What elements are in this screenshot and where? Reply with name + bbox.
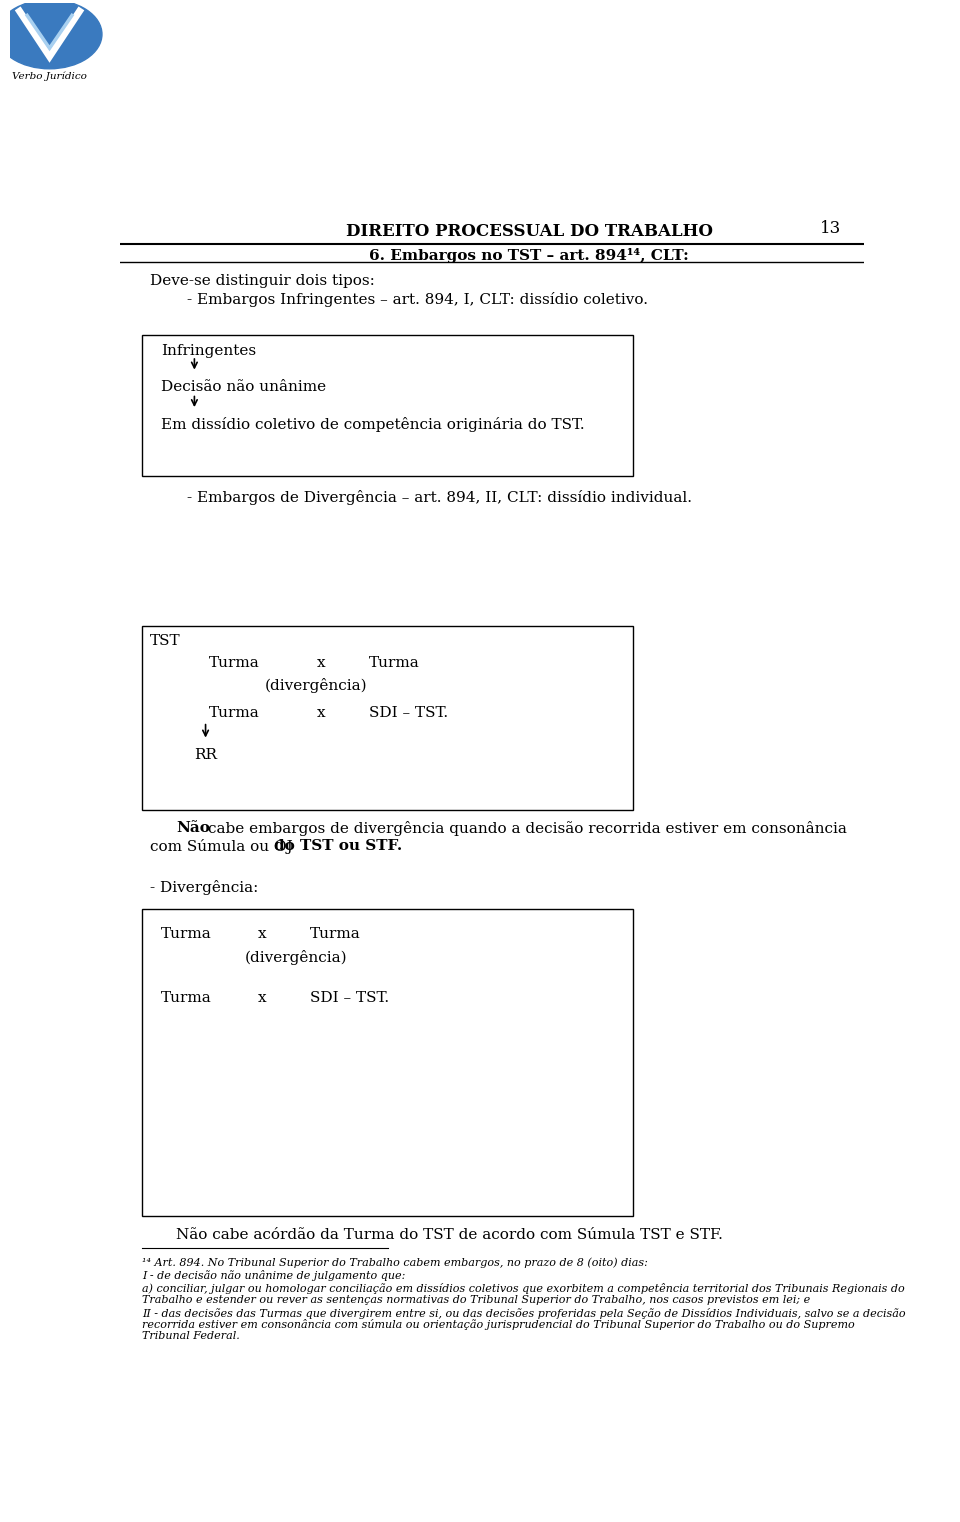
Text: Turma: Turma — [161, 991, 211, 1005]
FancyBboxPatch shape — [142, 335, 634, 475]
Text: Em dissídio coletivo de competência originária do TST.: Em dissídio coletivo de competência orig… — [161, 417, 585, 432]
Text: x: x — [257, 991, 266, 1005]
FancyBboxPatch shape — [142, 626, 634, 810]
Text: 13: 13 — [821, 221, 842, 237]
Text: 6. Embargos no TST – art. 894¹⁴, CLT:: 6. Embargos no TST – art. 894¹⁴, CLT: — [370, 248, 689, 263]
Text: SDI – TST.: SDI – TST. — [370, 706, 448, 720]
Text: - Divergência:: - Divergência: — [150, 880, 258, 895]
Text: Não: Não — [176, 822, 209, 836]
Text: Turma: Turma — [209, 706, 260, 720]
Text: com Súmula ou OJ: com Súmula ou OJ — [150, 839, 298, 854]
Text: - Embargos de Divergência – art. 894, II, CLT: dissídio individual.: - Embargos de Divergência – art. 894, II… — [187, 490, 692, 505]
Text: Não cabe acórdão da Turma do TST de acordo com Súmula TST e STF.: Não cabe acórdão da Turma do TST de acor… — [176, 1228, 723, 1242]
Text: x: x — [257, 927, 266, 941]
Text: Turma: Turma — [370, 656, 420, 670]
Text: DIREITO PROCESSUAL DO TRABALHO: DIREITO PROCESSUAL DO TRABALHO — [346, 224, 712, 240]
Text: x: x — [317, 706, 325, 720]
Text: - Embargos Infringentes – art. 894, I, CLT: dissídio coletivo.: - Embargos Infringentes – art. 894, I, C… — [187, 292, 648, 306]
Text: Turma: Turma — [310, 927, 360, 941]
Text: a) conciliar, julgar ou homologar conciliação em dissídios coletivos que exorbit: a) conciliar, julgar ou homologar concil… — [142, 1283, 905, 1294]
Text: Trabalho e estender ou rever as sentenças normativas do Tribunal Superior do Tra: Trabalho e estender ou rever as sentença… — [142, 1295, 810, 1304]
Text: TST: TST — [150, 633, 180, 648]
Text: ¹⁴ Art. 894. No Tribunal Superior do Trabalho cabem embargos, no prazo de 8 (oit: ¹⁴ Art. 894. No Tribunal Superior do Tra… — [142, 1257, 648, 1268]
Text: SDI – TST.: SDI – TST. — [310, 991, 389, 1005]
Text: I - de decisão não unânime de julgamento que:: I - de decisão não unânime de julgamento… — [142, 1271, 406, 1282]
Text: Deve-se distinguir dois tipos:: Deve-se distinguir dois tipos: — [150, 274, 374, 288]
Text: Turma: Turma — [161, 927, 211, 941]
FancyBboxPatch shape — [142, 909, 634, 1216]
Text: Turma: Turma — [209, 656, 260, 670]
Text: do TST ou STF.: do TST ou STF. — [274, 839, 402, 852]
Text: recorrida estiver em consonância com súmula ou orientação jurisprudencial do Tri: recorrida estiver em consonância com súm… — [142, 1320, 855, 1330]
Text: (divergência): (divergência) — [265, 679, 368, 694]
Text: cabe embargos de divergência quando a decisão recorrida estiver em consonância: cabe embargos de divergência quando a de… — [207, 822, 847, 837]
Text: Decisão não unânime: Decisão não unânime — [161, 379, 326, 394]
Text: Verbo Jurídico: Verbo Jurídico — [12, 72, 87, 81]
Circle shape — [0, 0, 102, 68]
Text: (divergência): (divergência) — [245, 950, 348, 965]
Text: x: x — [317, 656, 325, 670]
Text: RR: RR — [194, 747, 217, 761]
Text: Infringentes: Infringentes — [161, 344, 256, 358]
Text: II - das decisões das Turmas que divergirem entre si, ou das decisões proferidas: II - das decisões das Turmas que divergi… — [142, 1307, 906, 1318]
Text: Tribunal Federal.: Tribunal Federal. — [142, 1332, 240, 1341]
